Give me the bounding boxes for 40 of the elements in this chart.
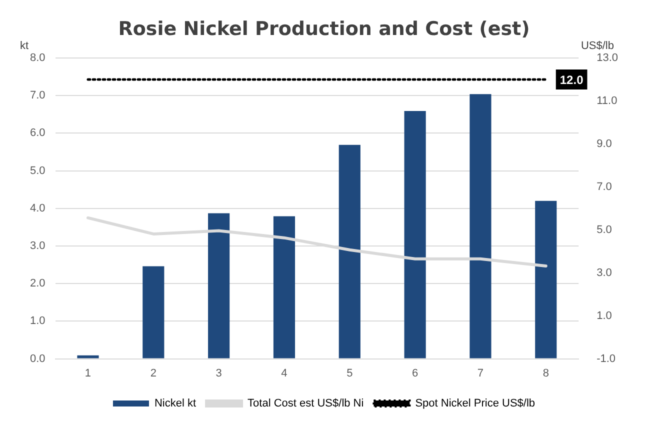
y-axis-title: kt [20, 40, 29, 52]
y-tick-label: 8.0 [30, 52, 46, 64]
bar [208, 213, 230, 358]
y2-tick-label: 9.0 [596, 138, 612, 150]
y2-tick-label: 1.0 [596, 310, 612, 322]
y2-axis-title: US$/lb [580, 40, 614, 52]
y2-tick-label: 5.0 [596, 224, 612, 236]
y2-tick-label: 3.0 [596, 266, 612, 279]
x-tick-label: 4 [281, 367, 288, 380]
y-tick-label: 3.0 [30, 240, 46, 252]
legend-label: Nickel kt [154, 398, 196, 410]
x-tick-label: 8 [542, 367, 549, 380]
bar [470, 94, 492, 358]
x-tick-label: 1 [84, 367, 92, 380]
x-tick-label: 3 [216, 367, 222, 380]
x-tick-label: 6 [412, 367, 418, 380]
bar [142, 266, 164, 358]
legend-label: Spot Nickel Price US$/lb [415, 398, 536, 410]
bar [338, 144, 360, 358]
y2-tick-label: 11.0 [596, 95, 618, 108]
bar [273, 216, 296, 358]
x-tick-label: 7 [477, 367, 484, 380]
y-tick-label: 2.0 [30, 278, 46, 290]
bar [404, 111, 426, 358]
chart-title: Rosie Nickel Production and Cost (est) [117, 18, 531, 40]
bar [535, 200, 557, 358]
y-tick-label: 0.0 [30, 352, 46, 365]
y2-tick-label: 7.0 [596, 180, 612, 193]
x-tick-label: 5 [346, 367, 353, 380]
y-tick-label: 7.0 [30, 90, 46, 102]
y2-tick-label: 13.0 [596, 52, 618, 64]
x-tick-label: 2 [150, 367, 156, 380]
legend-label: Total Cost est US$/lb Ni [248, 398, 364, 410]
y2-tick-label: -1.0 [596, 352, 616, 365]
data-label: 12.0 [560, 72, 584, 87]
y-tick-label: 4.0 [30, 202, 46, 214]
bar [77, 355, 99, 358]
y-tick-label: 5.0 [30, 164, 46, 177]
y-tick-label: 6.0 [30, 127, 46, 140]
y-tick-label: 1.0 [30, 315, 46, 328]
